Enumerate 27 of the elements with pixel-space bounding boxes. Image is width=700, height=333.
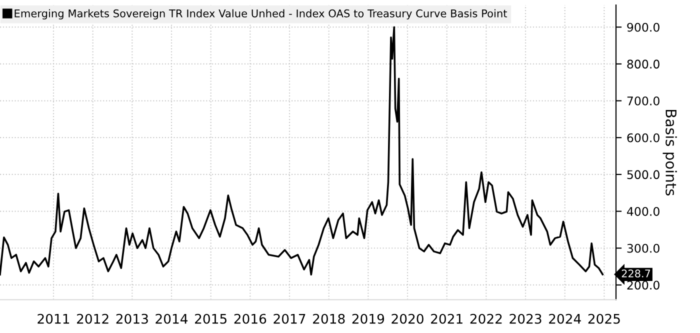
x-tick-label: 2014 bbox=[156, 314, 188, 324]
x-tick-label: 2017 bbox=[274, 314, 306, 324]
x-tick-label: 2020 bbox=[392, 314, 424, 324]
x-tick-label: 2018 bbox=[313, 314, 345, 324]
x-tick-label: 2022 bbox=[470, 314, 502, 324]
annotation: 228.7 bbox=[622, 270, 650, 278]
x-tick-label: 2011 bbox=[38, 314, 70, 324]
x-tick-label: 2019 bbox=[352, 314, 384, 324]
x-tick-label: 2016 bbox=[234, 314, 266, 324]
x-tick-label: 2025 bbox=[588, 314, 620, 324]
x-tick-label: 2023 bbox=[510, 314, 542, 324]
y-tick-label: 600.0 bbox=[627, 133, 660, 142]
x-tick-label: 2012 bbox=[77, 314, 108, 324]
line-series bbox=[0, 26, 604, 276]
x-tick-label: 2024 bbox=[549, 314, 581, 324]
y-tick-label: 700.0 bbox=[627, 96, 660, 106]
y-tick-label: 800.0 bbox=[627, 60, 660, 69]
x-tick-label: 2013 bbox=[116, 314, 148, 324]
x-tick-label: 2015 bbox=[195, 314, 226, 324]
x-tick-label: 2021 bbox=[431, 314, 462, 324]
y-tick-label: 200.0 bbox=[627, 280, 660, 290]
y-tick-label: 500.0 bbox=[627, 170, 660, 180]
y-tick-label: 400.0 bbox=[626, 207, 660, 216]
y-tick-label: 300.0 bbox=[627, 244, 660, 253]
y-tick-label: 900.0 bbox=[627, 22, 660, 32]
legend-label: Emerging Markets Sovereign TR Index Value Unhed - Index OAS to Treasury Curve Basis Point bbox=[14, 9, 508, 20]
y-axis-title: Basis points bbox=[662, 110, 677, 196]
